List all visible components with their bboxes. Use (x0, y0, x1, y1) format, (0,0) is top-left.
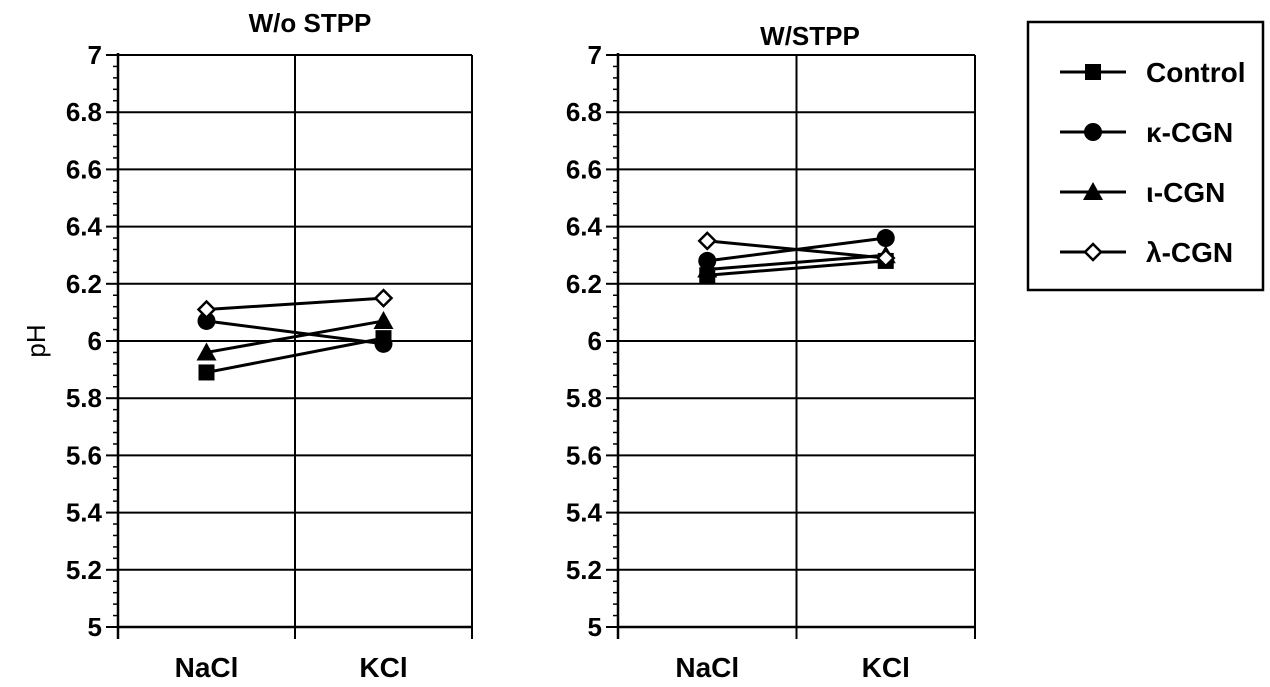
data-point-diamond (697, 231, 718, 251)
y-tick-label: 6.2 (66, 269, 102, 299)
y-tick-label: 5.2 (566, 555, 602, 585)
y-tick-label: 6.6 (566, 154, 602, 184)
data-point-circle (876, 229, 895, 248)
x-category-label: KCl (862, 652, 910, 682)
y-tick-label: 5.8 (566, 383, 602, 413)
x-category-label: KCl (359, 652, 407, 682)
legend-marker-diamond (1083, 242, 1103, 262)
y-tick-label: 5.4 (66, 498, 103, 528)
legend-label: Control (1146, 57, 1246, 88)
y-tick-label: 6.8 (566, 97, 602, 127)
legend-box (1026, 20, 1265, 292)
x-category-label: NaCl (675, 652, 739, 682)
y-tick-label: 6.8 (66, 97, 102, 127)
chart-title: W/o STPP (249, 8, 372, 38)
legend: Control κ-CGN ι-CGN λ-CGN (1026, 20, 1265, 292)
series-line-diamond (206, 296, 384, 312)
series-line-square (206, 336, 384, 374)
y-tick-label: 6.4 (66, 212, 103, 242)
series-line-diamond (707, 239, 886, 260)
series-line-square (707, 259, 886, 277)
data-point-circle (374, 334, 393, 353)
y-tick-label: 6 (588, 326, 602, 356)
y-tick-label: 5.6 (66, 440, 102, 470)
legend-marker-square (1085, 64, 1101, 80)
legend-label: λ-CGN (1146, 237, 1233, 268)
y-tick-label: 6 (88, 326, 102, 356)
y-tick-label: 5 (588, 612, 602, 642)
data-point-square (198, 364, 215, 381)
data-point-triangle (373, 310, 394, 329)
data-point-diamond (373, 288, 394, 308)
y-tick-label: 5 (88, 612, 102, 642)
data-point-triangle (196, 342, 217, 361)
chart-panel-1: W/o STPP 5 5.2 5.4 5.6 5.8 6 6.2 6.4 6.6 6.8 7 NaCl K… (21, 8, 473, 683)
x-category-label: NaCl (175, 652, 239, 682)
y-tick-label: 5.4 (566, 498, 603, 528)
legend-label: ι-CGN (1146, 177, 1225, 208)
data-point-diamond (196, 299, 217, 320)
y-tick-label: 6.2 (566, 269, 602, 299)
data-point-diamond (875, 248, 896, 268)
series-line-triangle (707, 253, 886, 271)
y-axis-label: pH (21, 324, 51, 357)
chart-panel-2: W/STPP 5 5.2 5.4 5.6 5.8 6 6.2 6.4 6.6 6.8 7 NaCl KCl (566, 21, 976, 683)
y-tick-label: 6.6 (66, 154, 102, 184)
data-point-triangle (697, 259, 718, 278)
y-tick-label: 5.6 (566, 440, 602, 470)
chart-title: W/STPP (760, 21, 860, 51)
series-line-triangle (206, 319, 384, 354)
legend-marker-triangle (1083, 182, 1103, 200)
y-tick-label: 6.4 (566, 212, 603, 242)
y-tick-label: 5.8 (66, 383, 102, 413)
legend-label: κ-CGN (1146, 117, 1233, 148)
legend-marker-circle (1084, 123, 1102, 141)
y-tick-label: 5.2 (66, 555, 102, 585)
y-tick-label: 7 (88, 40, 102, 70)
data-point-circle (197, 311, 216, 330)
series-line-circle (206, 319, 384, 346)
y-tick-label: 7 (588, 40, 602, 70)
